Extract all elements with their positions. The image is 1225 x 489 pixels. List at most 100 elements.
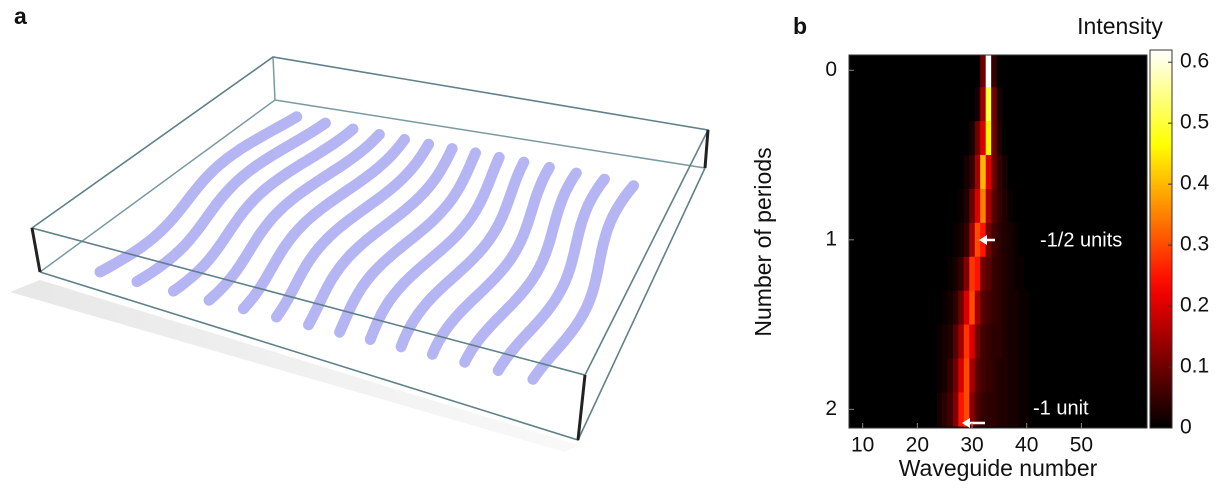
heatmap-cell [1002, 222, 1008, 258]
arrowhead [979, 235, 987, 245]
heatmap [936, 55, 1030, 427]
heatmap-cell [991, 290, 997, 325]
x-tick-label: 10 [851, 434, 874, 457]
heatmap-cell [1007, 87, 1014, 122]
waveguide [237, 134, 410, 315]
heatmap-cell [936, 87, 943, 122]
heatmap-cell [941, 55, 948, 88]
heatmap-cell [980, 155, 986, 190]
heatmap-cell [1013, 121, 1019, 156]
heatmap-cell [1018, 188, 1025, 224]
heatmap-cell [958, 155, 965, 190]
heatmap-cell [974, 392, 981, 427]
box-edges [30, 56, 710, 441]
heatmap-cell [1002, 87, 1008, 122]
heatmap-cell [963, 358, 970, 393]
heatmap-cell [991, 392, 997, 427]
heatmap-cell [1002, 256, 1008, 291]
heatmap-cell [963, 290, 970, 325]
heatmap-cell [936, 358, 943, 393]
heatmap-cell [980, 121, 986, 156]
heatmap-cell [974, 87, 981, 122]
heatmap-cell [958, 121, 965, 156]
x-tick-label: 20 [906, 434, 929, 457]
heatmap-cell [1018, 222, 1025, 258]
heatmap-cell [1023, 392, 1030, 427]
shadow [10, 280, 578, 452]
heatmap-cell [985, 324, 992, 359]
heatmap-cell [969, 358, 976, 393]
y-tick-label: 2 [825, 397, 837, 420]
annotation-text: -1/2 units [1040, 229, 1122, 251]
heatmap-cell [952, 324, 959, 359]
colorbar-label: Intensity [1077, 13, 1163, 39]
heatmap-cell [947, 256, 954, 291]
waveguide [527, 180, 639, 385]
heatmap-cell [1023, 222, 1030, 258]
heatmap-cell [996, 290, 1003, 325]
y-axis-label: Number of periods [750, 147, 776, 336]
heatmap-cell [1007, 55, 1014, 88]
heatmap-cell [963, 121, 970, 156]
heatmap-cell [1018, 121, 1025, 156]
colorbar-tick-label: 0.6 [1180, 50, 1209, 73]
heatmap-cell [980, 358, 986, 393]
heatmap-cell [974, 222, 981, 258]
heatmap-cell [991, 256, 997, 291]
heatmap-cell [1013, 290, 1019, 325]
heatmap-cell [974, 256, 981, 291]
heatmap-cell [980, 55, 986, 88]
heatmap-cell [947, 392, 954, 427]
heatmap-cell [958, 324, 965, 359]
heatmap-cell [958, 392, 965, 427]
heatmap-cell [1023, 290, 1030, 325]
heatmap-cell [985, 358, 992, 393]
heatmap-cell [969, 121, 976, 156]
heatmap-cell [1013, 222, 1019, 258]
heatmap-cell [974, 188, 981, 224]
heatmap-cell [1007, 256, 1014, 291]
heatmap-cell [996, 222, 1003, 258]
heatmap-cell [952, 358, 959, 393]
waveguide [94, 111, 303, 278]
heatmap-cell [1023, 324, 1030, 359]
annotation: -1/2 units -1 unit [962, 229, 1122, 428]
heatmap-cell [936, 290, 943, 325]
heatmap-cell [969, 256, 976, 291]
colorbar-tick-label: 0.2 [1180, 294, 1209, 317]
heatmap-cell [1007, 121, 1014, 156]
arrowhead [962, 418, 970, 428]
heatmap-cell [996, 358, 1003, 393]
heatmap-cell [952, 392, 959, 427]
heatmap-cell [941, 121, 948, 156]
heatmap-cell [1023, 87, 1030, 122]
heatmap-cell [947, 324, 954, 359]
heatmap-cell [947, 188, 954, 224]
heatmap-cell [1018, 87, 1025, 122]
heatmap-cell [947, 121, 954, 156]
heatmap-cell [947, 290, 954, 325]
x-tick-label: 40 [1015, 434, 1038, 457]
heatmap-cell [936, 121, 943, 156]
heatmap-cell [952, 290, 959, 325]
heatmap-cell [958, 222, 965, 258]
heatmap-cell [996, 155, 1003, 190]
heatmap-cell [963, 188, 970, 224]
heatmap-cell [947, 87, 954, 122]
y-tick-label: 0 [825, 58, 837, 81]
heatmap-cell [969, 392, 976, 427]
heatmap-cell [1002, 392, 1008, 427]
heatmap-cell [936, 155, 943, 190]
plot-frame [848, 54, 1148, 429]
heatmap-cell [969, 87, 976, 122]
heatmap-cell [952, 188, 959, 224]
heatmap-cell [941, 324, 948, 359]
heatmap-cell [963, 392, 970, 427]
heatmap-cell [996, 87, 1003, 122]
heatmap-cell [952, 121, 959, 156]
heatmap-cell [1002, 188, 1008, 224]
heatmap-cell [980, 324, 986, 359]
waveguide [459, 167, 582, 368]
waveguides [94, 111, 639, 385]
heatmap-cell [936, 222, 943, 258]
